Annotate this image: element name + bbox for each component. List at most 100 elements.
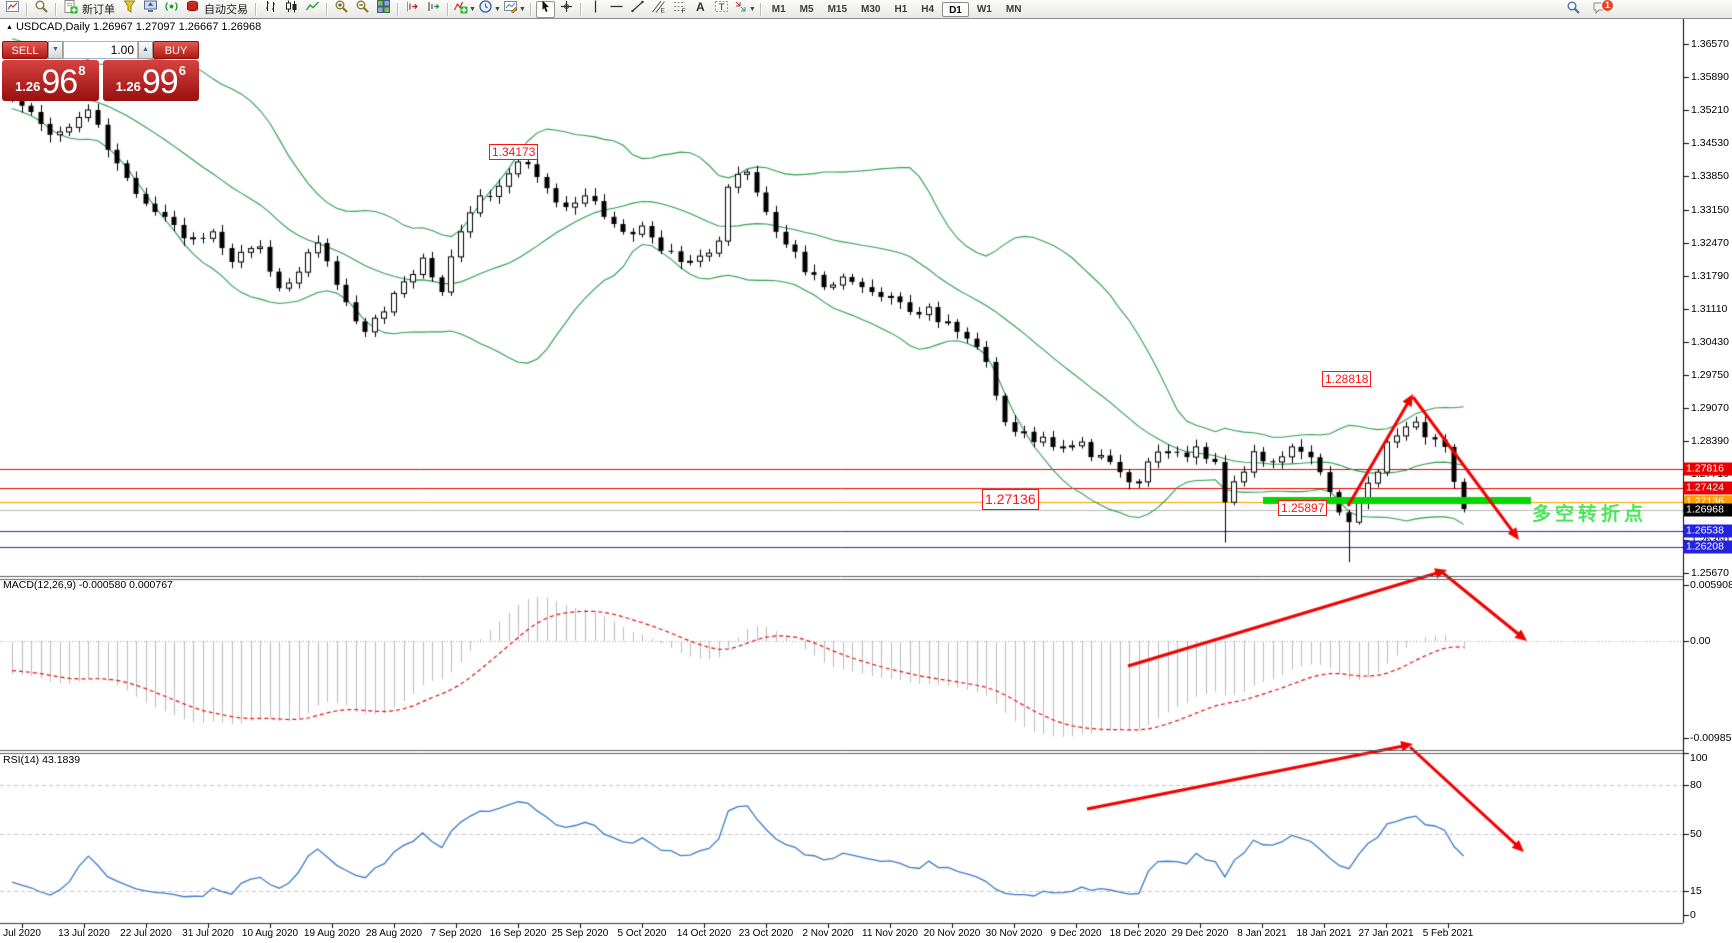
templates-button[interactable]: ▼ [503, 1, 526, 18]
crosshair-button[interactable] [557, 1, 576, 18]
auto-scroll-button[interactable] [424, 1, 443, 18]
time-axis-label: 29 Dec 2020 [1171, 928, 1229, 939]
time-axis-label: 25 Sep 2020 [551, 928, 609, 939]
volume-increase-button[interactable]: ▲ [138, 41, 153, 59]
price-axis-tick: 1.28390 [1691, 435, 1729, 448]
time-axis-label: 28 Aug 2020 [365, 928, 423, 939]
hline-button[interactable] [607, 1, 626, 18]
toolbar-separator [759, 2, 762, 16]
text-button[interactable]: A [691, 0, 710, 18]
sell-price-panel[interactable]: 1.26 96 8 [2, 60, 99, 101]
buy-price-panel[interactable]: 1.26 99 6 [102, 60, 199, 101]
timeframe-mn-button[interactable]: MN [1005, 3, 1022, 15]
chart-marker-icon: ▲ [6, 24, 13, 31]
publish-button[interactable] [141, 0, 160, 18]
data-window-button[interactable] [32, 0, 51, 18]
price-axis-tick: 1.31790 [1691, 270, 1729, 283]
auto-trading-icon [185, 0, 200, 19]
bar-chart-icon [263, 0, 278, 19]
bar-chart-button[interactable] [261, 1, 280, 18]
chevron-down-icon: ▼ [748, 5, 756, 13]
price-axis-tick: 1.33150 [1691, 204, 1729, 217]
search-icon [1566, 0, 1581, 20]
notifications-button[interactable]: 1 [1590, 0, 1614, 18]
price-callout-annotation[interactable]: 1.27136 [982, 489, 1039, 510]
svg-text:A: A [696, 0, 705, 14]
rsi-scale-label: 80 [1690, 779, 1702, 791]
trendline-button[interactable] [628, 0, 647, 19]
price-callout-annotation[interactable]: 1.25897 [1278, 500, 1328, 516]
signals-button[interactable] [162, 1, 181, 18]
timeframe-h4-button[interactable]: H4 [921, 3, 935, 15]
indicators-button[interactable]: ▼ [453, 1, 476, 18]
arrows-icon [733, 0, 748, 19]
text-label-button[interactable]: T [712, 1, 731, 18]
shift-chart-button[interactable] [403, 1, 422, 18]
toolbar-separator [326, 2, 328, 16]
buy-price-big: 99 [141, 63, 179, 101]
timeframe-m30-button[interactable]: M30 [861, 3, 881, 15]
buy-button[interactable]: BUY [153, 41, 199, 59]
cursor-button[interactable] [535, 0, 555, 18]
toolbar-separator [255, 2, 257, 16]
volume-decrease-button[interactable]: ▼ [48, 41, 63, 59]
fibo-button[interactable]: F [670, 1, 689, 18]
chart-window-button[interactable] [3, 1, 22, 18]
buy-price-prefix: 1.26 [115, 79, 141, 94]
styler-button[interactable] [120, 0, 139, 18]
sell-price-big: 96 [41, 63, 78, 101]
tile-windows-button[interactable] [374, 0, 393, 18]
auto-trading-label[interactable]: 自动交易 [204, 4, 248, 16]
vline-button[interactable] [586, 0, 605, 19]
new-order-label[interactable]: 新订单 [82, 4, 115, 16]
arrows-button[interactable]: ▼ [733, 1, 756, 18]
price-marker: 1.26208 [1684, 540, 1732, 554]
rsi-value: 43.1839 [42, 754, 81, 766]
candle-chart-button[interactable] [282, 0, 301, 18]
equidistant-channel-button[interactable]: E [649, 0, 668, 19]
zoom-out-button[interactable] [353, 0, 372, 19]
symbol-period-label: USDCAD,Daily [15, 21, 90, 33]
trendline-icon [630, 0, 645, 19]
signals-icon [164, 0, 179, 19]
macd-scale-label: 0.005908 [1690, 579, 1732, 591]
price-axis-tick: 1.35890 [1691, 71, 1729, 83]
price-callout-annotation[interactable]: 1.34173 [489, 144, 539, 160]
rsi-scale-label: 0 [1690, 909, 1696, 921]
indicators-icon [453, 0, 468, 19]
toolbar-separator [579, 2, 582, 16]
vline-icon [588, 0, 603, 19]
periods-button[interactable]: ▼ [478, 0, 501, 18]
time-axis-label: 27 Jan 2021 [1358, 928, 1414, 939]
price-axis-tick: 1.33850 [1691, 170, 1729, 183]
line-chart-button[interactable] [303, 1, 322, 18]
timeframe-w1-button[interactable]: W1 [976, 3, 992, 15]
auto-trading-button[interactable] [183, 0, 202, 19]
new-order-button[interactable] [61, 0, 80, 18]
time-axis-label: 5 Feb 2021 [1422, 928, 1474, 939]
timeframe-m5-button[interactable]: M5 [799, 3, 814, 15]
search-button[interactable] [1564, 1, 1583, 18]
text-label-icon: T [714, 0, 729, 19]
price-marker: 1.26538 [1684, 524, 1732, 538]
timeframe-m1-button[interactable]: M1 [771, 3, 786, 15]
sell-button[interactable]: SELL [2, 41, 48, 59]
time-axis-label: 16 Sep 2020 [489, 928, 547, 939]
price-axis-tick: 1.35210 [1691, 104, 1729, 117]
price-axis-tick: 1.34530 [1691, 137, 1729, 150]
equidistant-channel-icon: E [651, 0, 666, 19]
macd-indicator-label: MACD(12,26,9) -0.000580 0.000767 [3, 579, 173, 591]
fibo-icon: F [672, 0, 687, 19]
zoom-in-button[interactable] [332, 0, 351, 18]
price-axis-tick: 1.25670 [1691, 567, 1729, 580]
timeframe-d1-button[interactable]: D1 [942, 1, 969, 17]
timeframe-h1-button[interactable]: H1 [894, 3, 908, 15]
price-callout-annotation[interactable]: 1.28818 [1322, 371, 1372, 387]
timeframe-m15-button[interactable]: M15 [827, 3, 848, 15]
rsi-scale-label: 100 [1690, 752, 1708, 764]
volume-input[interactable] [63, 41, 138, 59]
zoom-out-icon [355, 0, 370, 19]
turning-point-annotation[interactable]: 多空转折点 [1532, 504, 1648, 525]
